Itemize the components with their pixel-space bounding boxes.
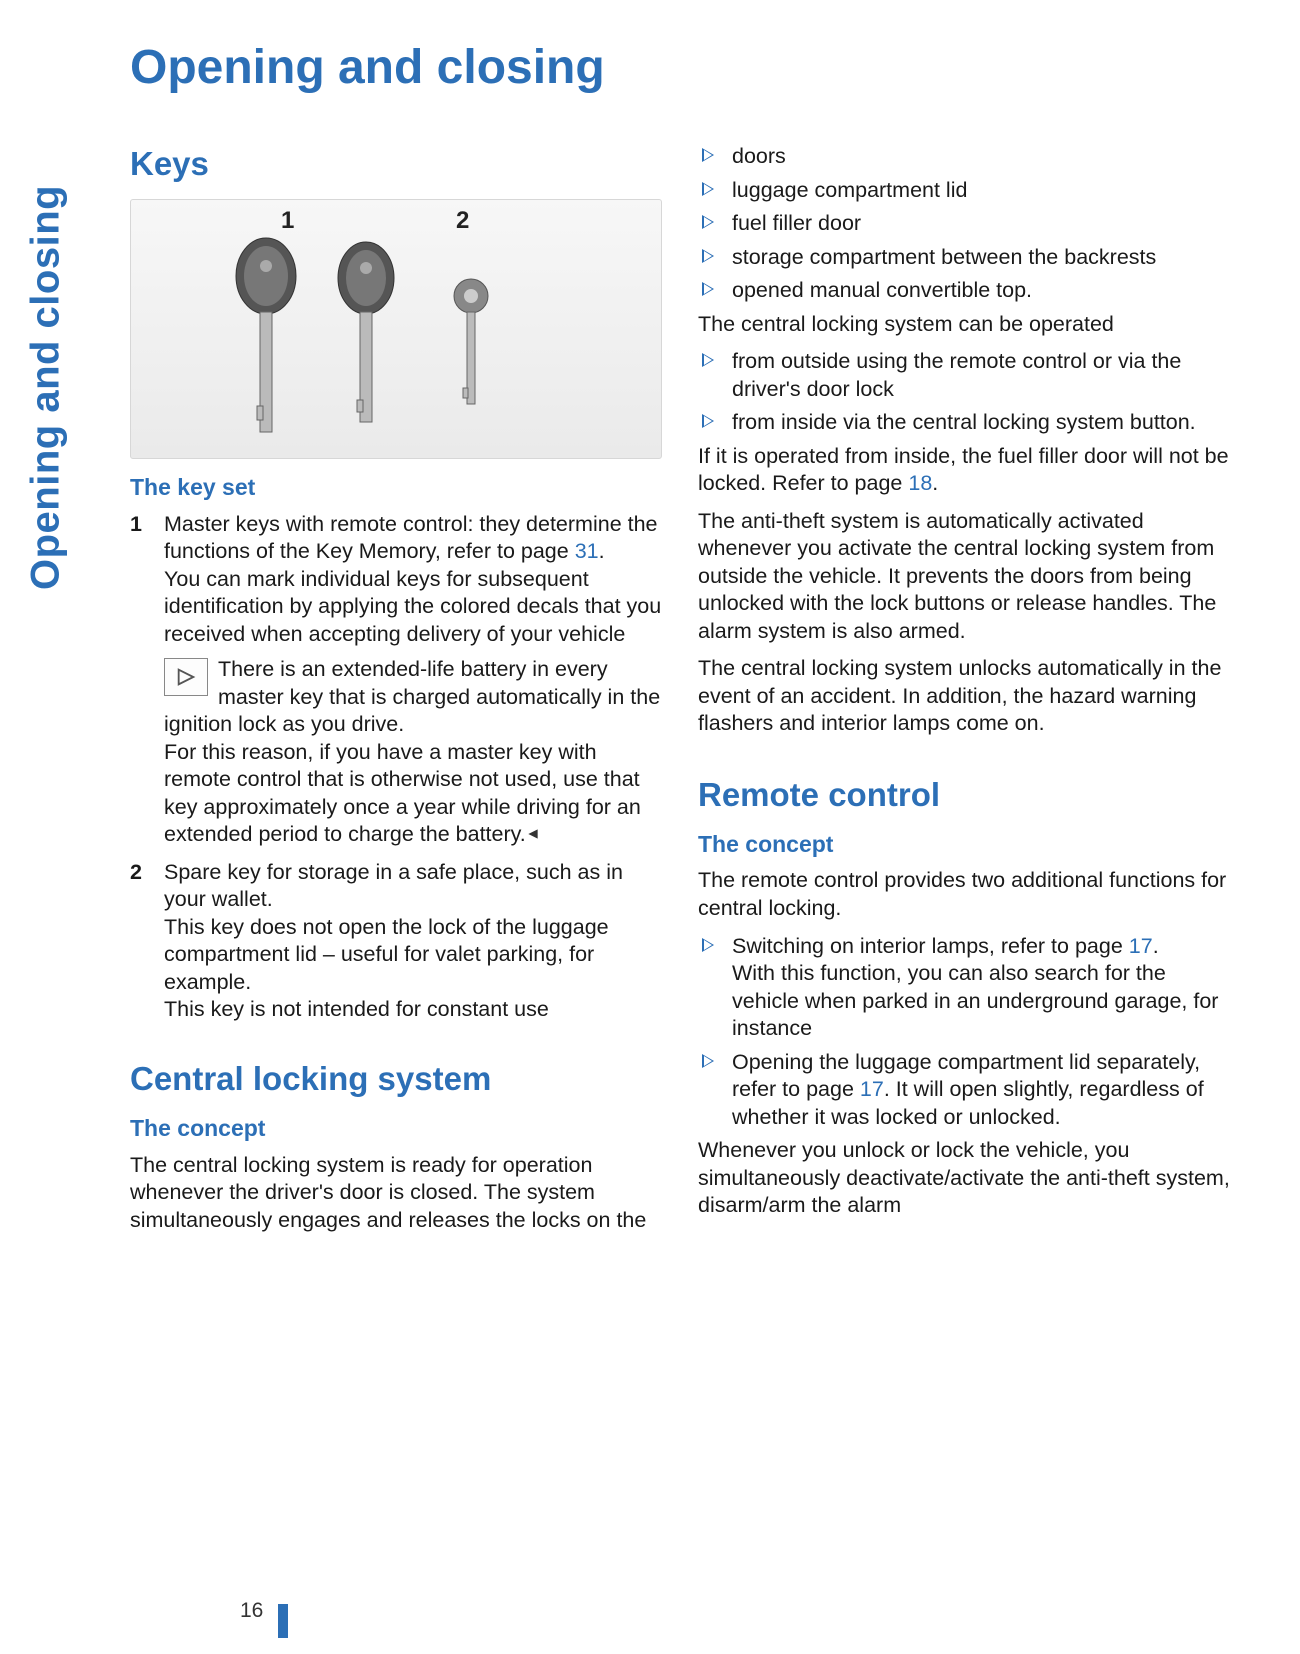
list-item: 2 Spare key for storage in a safe place,… bbox=[164, 859, 662, 1024]
list-item: Switching on interior lamps, refer to pa… bbox=[732, 933, 1230, 1043]
page-ref-link[interactable]: 18 bbox=[908, 471, 932, 495]
numbered-list: 1 Master keys with remote control: they … bbox=[130, 511, 662, 1024]
list-item: 1 Master keys with remote control: they … bbox=[164, 511, 662, 849]
body-text: Spare key for storage in a safe place, s… bbox=[164, 859, 662, 914]
body-text: The central locking system is ready for … bbox=[130, 1152, 662, 1235]
right-column: doors luggage compartment lid fuel fille… bbox=[698, 143, 1230, 1244]
body-text: The central locking system can be operat… bbox=[698, 311, 1230, 339]
body-text: The remote control provides two addition… bbox=[698, 867, 1230, 922]
bullet-list: Switching on interior lamps, refer to pa… bbox=[698, 933, 1230, 1132]
keys-figure: 1 2 bbox=[130, 199, 662, 459]
body-text: Whenever you unlock or lock the vehicle,… bbox=[698, 1137, 1230, 1220]
left-column: Keys 1 2 bbox=[130, 143, 662, 1244]
page-title: Opening and closing bbox=[130, 40, 1230, 95]
body-text: Master keys with remote control: they de… bbox=[164, 511, 662, 566]
note-triangle-icon bbox=[164, 658, 208, 696]
page-footer: 16 bbox=[0, 1596, 1300, 1630]
list-item: from outside using the remote control or… bbox=[732, 348, 1230, 403]
body-text: There is an extended-life battery in eve… bbox=[164, 657, 660, 736]
two-column-layout: Keys 1 2 bbox=[130, 143, 1230, 1244]
body-text: This key is not intended for constant us… bbox=[164, 996, 662, 1024]
footer-accent-bar bbox=[278, 1604, 288, 1638]
page-ref-link[interactable]: 17 bbox=[1129, 934, 1153, 958]
page-content: Opening and closing Keys 1 2 bbox=[130, 40, 1230, 1244]
heading-remote-control: Remote control bbox=[698, 774, 1230, 816]
master-key-icon bbox=[331, 240, 401, 440]
body-text: The anti-theft system is automatically a… bbox=[698, 508, 1230, 646]
heading-central-locking: Central locking system bbox=[130, 1058, 662, 1100]
master-key-icon bbox=[231, 236, 301, 446]
heading-keys: Keys bbox=[130, 143, 662, 185]
figure-label-1: 1 bbox=[281, 206, 294, 237]
body-text: If it is operated from inside, the fuel … bbox=[698, 444, 1229, 496]
body-text: . bbox=[1153, 934, 1159, 958]
list-item: doors bbox=[732, 143, 1230, 171]
body-text: The central locking system unlocks autom… bbox=[698, 655, 1230, 738]
page-ref-link[interactable]: 31 bbox=[575, 539, 599, 563]
bullet-list: from outside using the remote control or… bbox=[698, 348, 1230, 437]
body-text: . bbox=[599, 539, 605, 563]
item-number: 1 bbox=[130, 511, 158, 539]
page-number: 16 bbox=[240, 1599, 263, 1623]
body-text: You can mark individual keys for subsequ… bbox=[164, 566, 662, 649]
heading-concept: The concept bbox=[698, 830, 1230, 859]
info-note: There is an extended-life battery in eve… bbox=[164, 656, 662, 849]
body-text: With this function, you can also search … bbox=[732, 960, 1230, 1043]
heading-key-set: The key set bbox=[130, 473, 662, 502]
section-side-tab: Opening and closing bbox=[16, 30, 76, 590]
bullet-list: doors luggage compartment lid fuel fille… bbox=[698, 143, 1230, 305]
body-text: For this reason, if you have a master ke… bbox=[164, 740, 641, 847]
list-item: luggage compartment lid bbox=[732, 177, 1230, 205]
item-number: 2 bbox=[130, 859, 158, 887]
note-end-icon bbox=[526, 821, 540, 849]
list-item: Opening the luggage compartment lid sepa… bbox=[732, 1049, 1230, 1132]
body-text: Switching on interior lamps, refer to pa… bbox=[732, 934, 1129, 958]
body-text: If it is operated from inside, the fuel … bbox=[698, 443, 1230, 498]
heading-concept: The concept bbox=[130, 1114, 662, 1143]
list-item: storage compartment between the backrest… bbox=[732, 244, 1230, 272]
figure-label-2: 2 bbox=[456, 206, 469, 237]
list-item: opened manual convertible top. bbox=[732, 277, 1230, 305]
spare-key-icon bbox=[451, 278, 491, 418]
list-item: fuel filler door bbox=[732, 210, 1230, 238]
body-text: This key does not open the lock of the l… bbox=[164, 914, 662, 997]
list-item: from inside via the central locking syst… bbox=[732, 409, 1230, 437]
body-text: . bbox=[932, 471, 938, 495]
page-ref-link[interactable]: 17 bbox=[860, 1077, 884, 1101]
